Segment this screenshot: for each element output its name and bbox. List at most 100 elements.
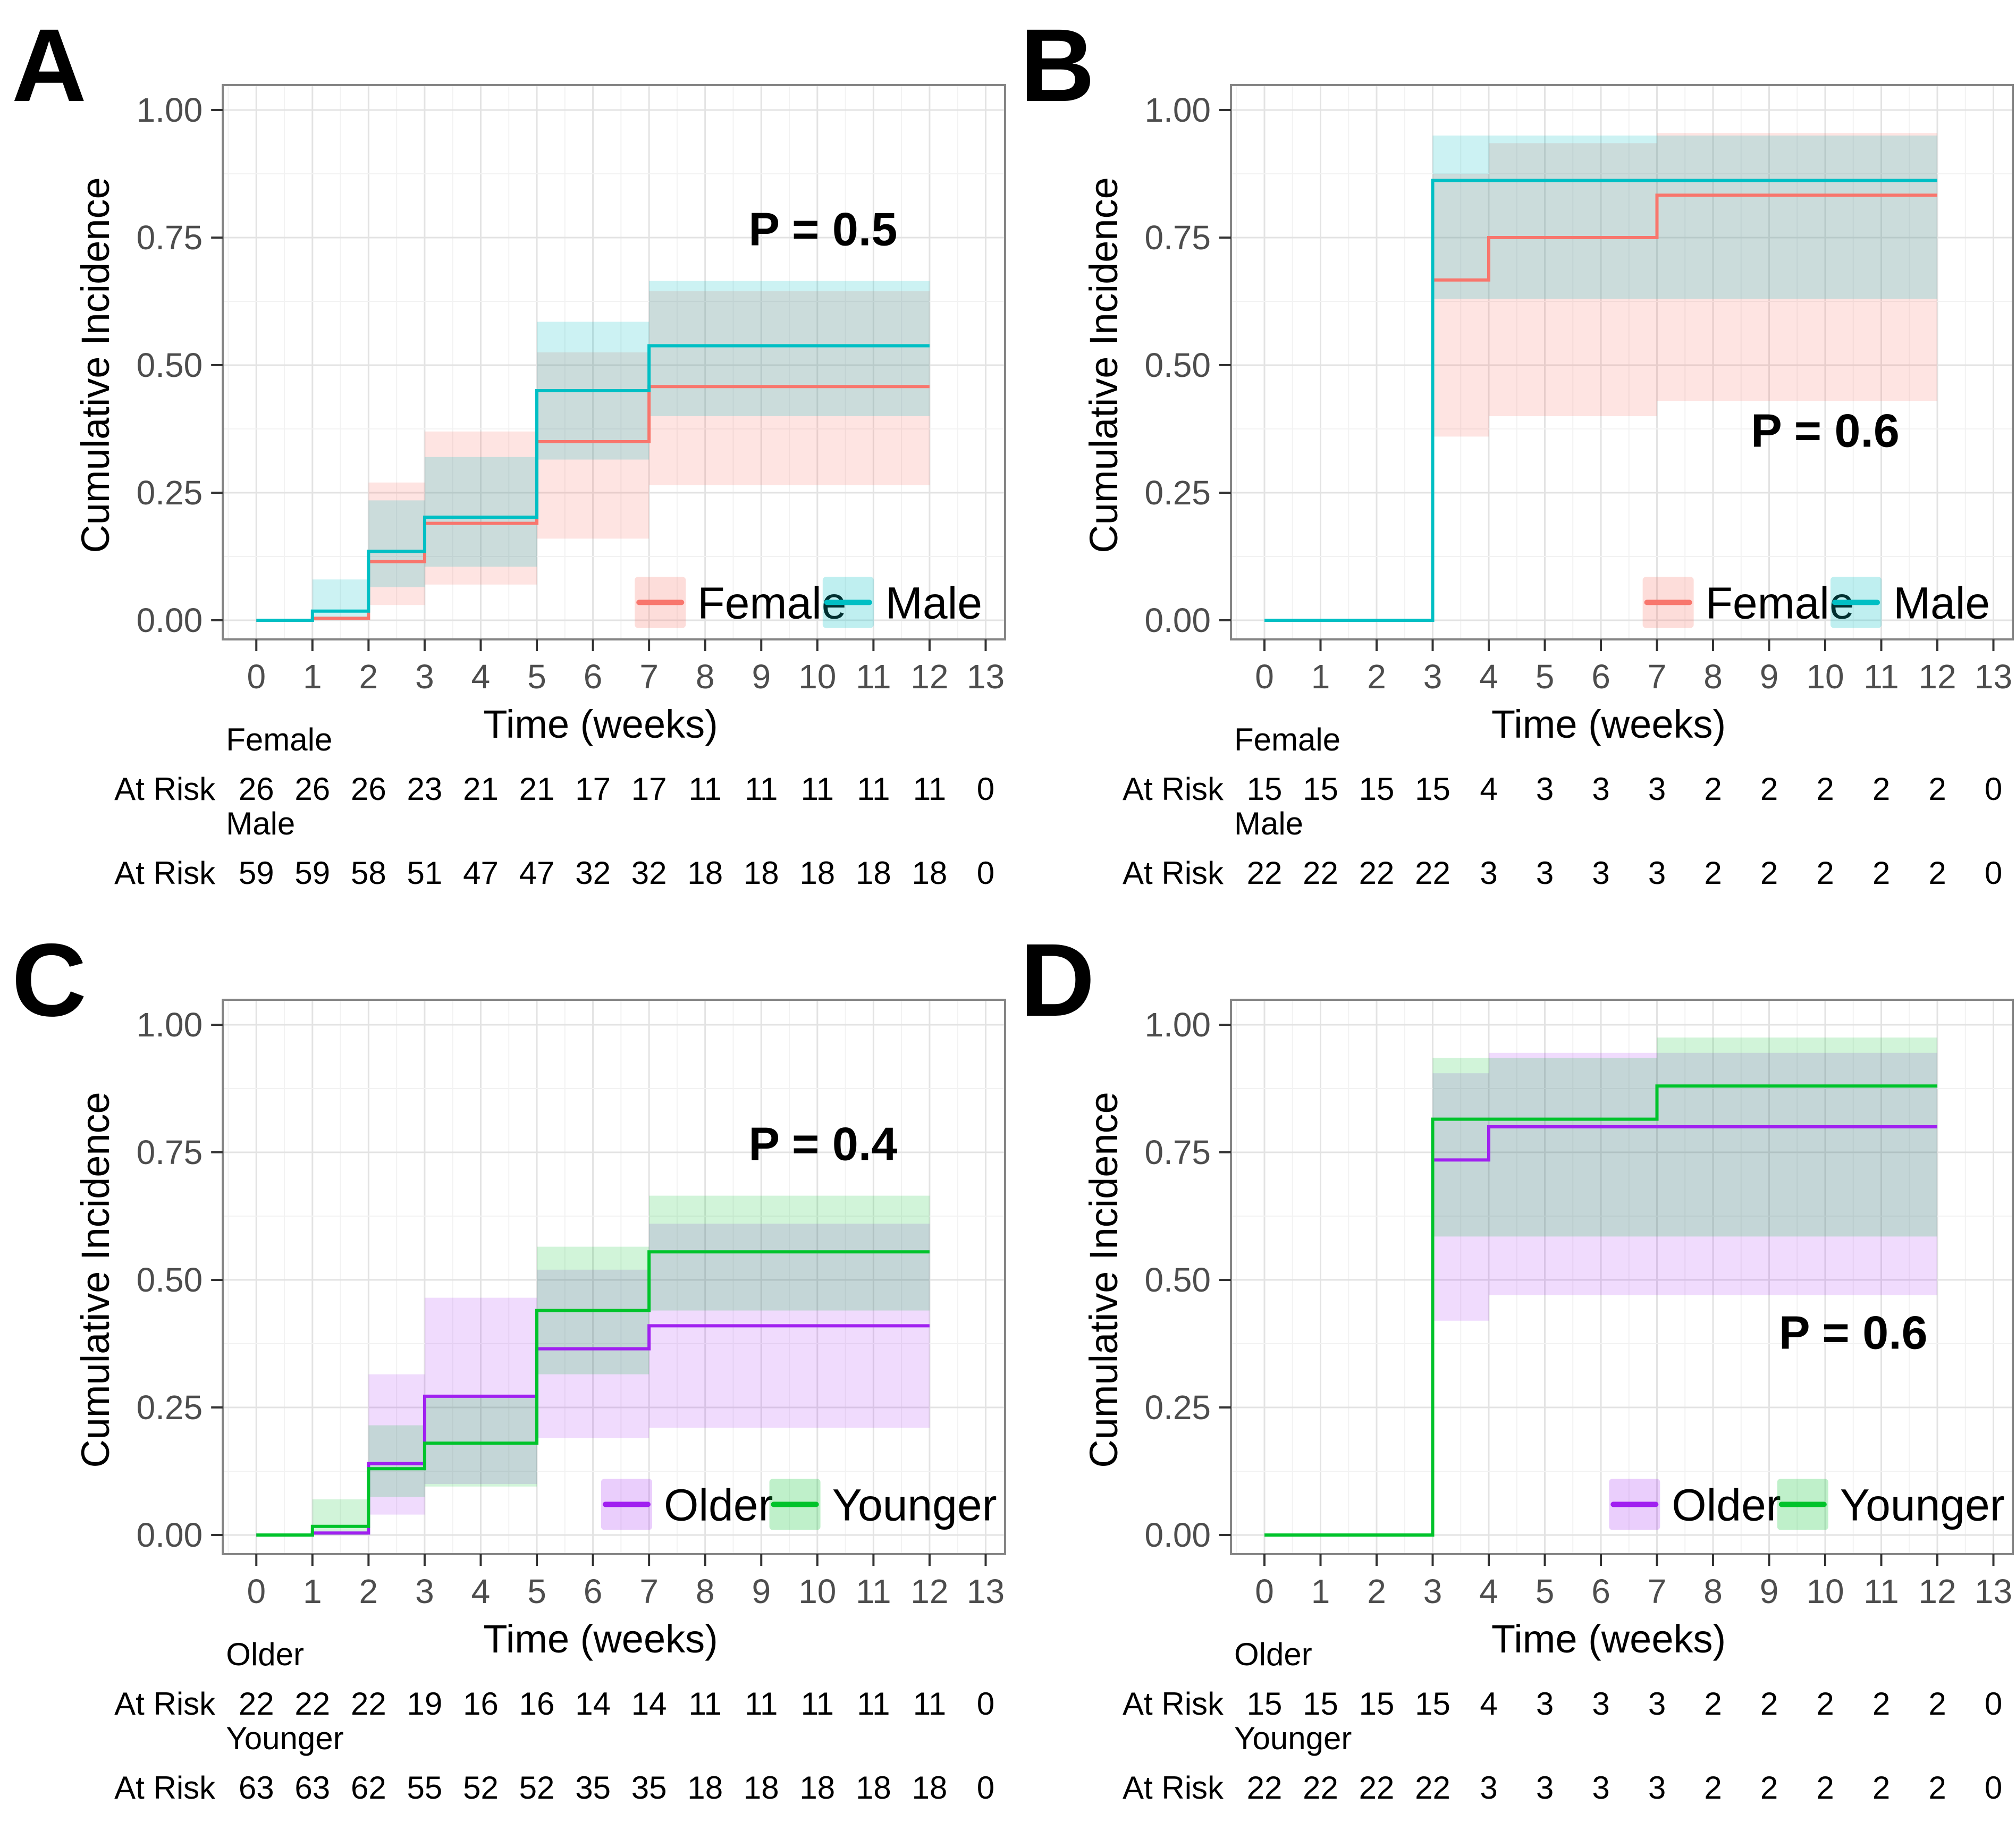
panel-letter-b: B [1020,7,1095,123]
x-tick-label: 2 [359,657,378,696]
x-tick-label: 0 [1255,657,1274,696]
x-tick-label: 6 [584,657,603,696]
plot-border [1230,84,2014,640]
x-tick-label: 8 [696,1572,715,1610]
panel-letter-a: A [12,7,87,123]
panel-letter-c: C [12,922,87,1038]
at-risk-count: 26 [351,771,386,807]
x-tick-label: 9 [1760,657,1779,696]
at-risk-count: 18 [856,855,891,891]
x-tick-label: 9 [752,1572,771,1610]
male-legend-label: Male [885,578,982,628]
at-risk-row-label: At Risk [1123,1770,1224,1806]
at-risk-count: 11 [857,1686,890,1722]
at-risk-count: 22 [351,1686,386,1722]
x-tick-label: 10 [798,657,836,696]
female-band-segment [1489,143,1657,416]
at-risk-count: 15 [1303,771,1338,807]
at-risk-count: 11 [801,771,834,807]
x-tick-label: 13 [967,1572,1005,1610]
younger-band-segment [312,1499,369,1535]
plot-border [222,84,1006,640]
male-band-segment [649,281,930,416]
at-risk-count: 22 [1415,1770,1450,1806]
grid [223,85,1005,639]
at-risk-group-label: Male [226,806,295,841]
x-tick-label: 7 [1648,1572,1667,1610]
at-risk-count: 18 [744,855,779,891]
female-band-segment [537,352,649,539]
at-risk-count: 18 [912,1770,948,1806]
at-risk-count: 32 [631,855,667,891]
x-tick-label: 9 [752,657,771,696]
x-tick-label: 5 [527,657,546,696]
legend: Older Younger [601,1479,997,1530]
younger-curve [1264,1084,1937,1537]
at-risk-row-label: At Risk [114,1770,216,1806]
younger-band-segment [1432,1058,1657,1237]
at-risk-count: 22 [1359,1770,1395,1806]
at-risk-count: 15 [1247,771,1283,807]
at-risk-group-label: Younger [1234,1721,1352,1756]
at-risk-count: 23 [407,771,443,807]
female-band-segment [1657,133,1937,401]
younger-curve [256,1250,930,1537]
y-tick-label: 0.25 [1144,474,1211,512]
at-risk-count: 11 [689,1686,722,1722]
at-risk-row-label: At Risk [1123,771,1224,807]
at-risk-count: 11 [913,771,946,807]
at-risk-row-label: At Risk [114,855,216,891]
at-risk-count: 2 [1704,1770,1722,1806]
at-risk-count: 11 [745,771,778,807]
at-risk-count: 0 [1985,1770,2002,1806]
at-risk-count: 15 [1415,1686,1450,1722]
younger-confidence-band [1432,1038,1937,1237]
x-tick-label: 13 [967,657,1005,696]
at-risk-count: 17 [575,771,611,807]
at-risk-count: 2 [1760,855,1778,891]
at-risk-count: 0 [1985,1686,2002,1722]
y-axis-title: Cumulative Incidence [73,1092,117,1468]
x-tick-label: 7 [1648,657,1667,696]
at-risk-count: 52 [519,1770,555,1806]
at-risk-count: 47 [519,855,555,891]
x-tick-label: 4 [471,657,491,696]
at-risk-count: 2 [1816,771,1834,807]
at-risk-count: 2 [1816,855,1834,891]
x-tick-label: 3 [415,1572,434,1610]
older-band-segment [368,1374,425,1515]
x-tick-label: 11 [1863,1572,1899,1610]
at-risk-count: 32 [575,855,611,891]
y-tick-label: 1.00 [137,91,203,129]
older-band-segment [537,1269,649,1438]
at-risk-count: 11 [857,771,890,807]
x-tick-label: 10 [1806,657,1844,696]
male-legend-label: Male [1893,578,1990,628]
male-band-segment [368,500,425,587]
x-tick-label: 4 [471,1572,491,1610]
at-risk-count: 21 [519,771,555,807]
y-tick-label: 0.00 [1144,1516,1211,1554]
y-tick-label: 0.75 [137,1133,203,1171]
at-risk-count: 15 [1303,1686,1338,1722]
at-risk-count: 22 [1303,855,1338,891]
female-legend-label: Female [1706,578,1854,628]
at-risk-count: 22 [1359,855,1395,891]
x-tick-label: 0 [247,1572,266,1610]
at-risk-count: 2 [1704,1686,1722,1722]
female-band-segment [1432,174,1489,437]
x-tick-label: 9 [1760,1572,1779,1610]
female-band-segment [368,482,425,605]
at-risk-count: 2 [1816,1686,1834,1722]
at-risk-count: 2 [1760,1770,1778,1806]
y-tick-label: 0.00 [137,601,203,639]
x-tick-label: 12 [1918,1572,1956,1610]
y-tick-label: 0.00 [137,1516,203,1554]
at-risk-count: 58 [351,855,386,891]
x-tick-label: 5 [1536,657,1555,696]
at-risk-count: 22 [294,1686,330,1722]
